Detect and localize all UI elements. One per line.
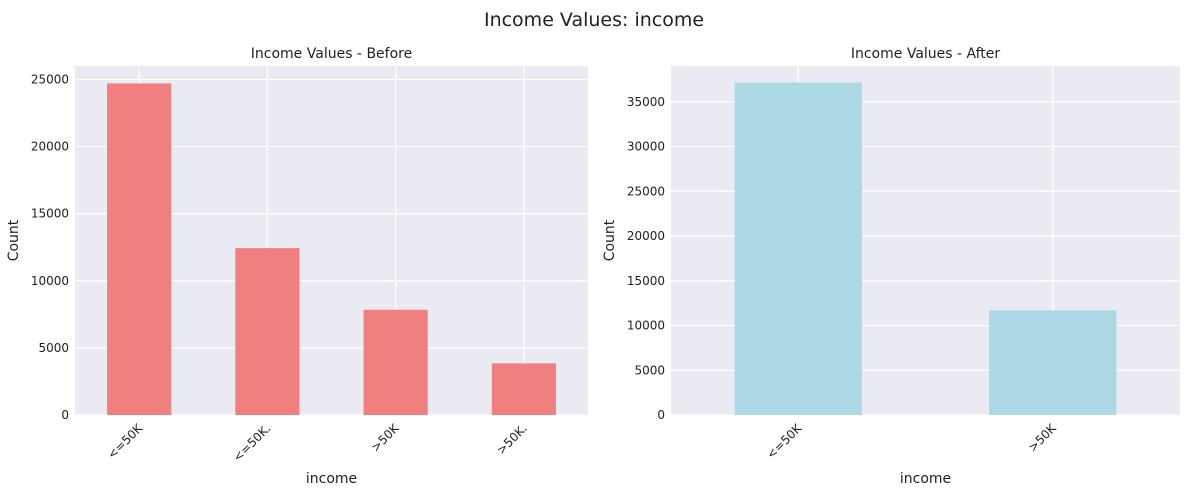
bar: [491, 363, 556, 415]
bar: [107, 83, 172, 415]
y-tick-label: 35000: [627, 95, 665, 109]
bars-before: [107, 83, 556, 415]
y-tick-label: 25000: [31, 72, 69, 86]
x-tick-label: <=50K.: [230, 421, 273, 464]
y-tick-label: 0: [657, 408, 665, 422]
figure-title: Income Values: income: [484, 9, 704, 31]
y-tick-label: 15000: [627, 274, 665, 288]
x-axis-label-before: income: [306, 471, 357, 487]
x-tick-label: >50K.: [494, 421, 530, 457]
y-tick-label: 5000: [38, 341, 69, 355]
y-axis-label-after: Count: [602, 219, 618, 261]
y-tick-label: 0: [61, 408, 69, 422]
y-tick-label: 15000: [31, 207, 69, 221]
bar: [734, 82, 862, 416]
chart-title-after: Income Values - After: [851, 46, 1001, 62]
x-axis-label-after: income: [900, 471, 951, 487]
x-tick-label: >50K: [1025, 420, 1059, 454]
y-tick-label: 30000: [627, 140, 665, 154]
y-axis-label-before: Count: [6, 219, 22, 261]
x-tick-label: >50K: [368, 420, 402, 454]
y-tick-label: 10000: [31, 274, 69, 288]
chart-after: 0 5000 10000 15000 20000 25000 30000 35000 <=50K…: [602, 46, 1180, 487]
chart-title-before: Income Values - Before: [251, 46, 412, 62]
y-tick-label: 25000: [627, 184, 665, 198]
bars-after: [734, 82, 1117, 416]
y-tick-label: 20000: [31, 140, 69, 154]
x-tick-label: <=50K: [764, 420, 805, 461]
bar: [989, 310, 1117, 415]
y-tick-label: 10000: [627, 319, 665, 333]
x-tick-label: <=50K: [105, 420, 146, 461]
y-tick-label: 5000: [634, 363, 665, 377]
bar: [363, 309, 428, 415]
chart-before: 0 5000 10000 15000 20000 25000 <=50K <=50K. >50K…: [6, 46, 588, 487]
bar: [235, 248, 300, 415]
y-tick-label: 20000: [627, 229, 665, 243]
